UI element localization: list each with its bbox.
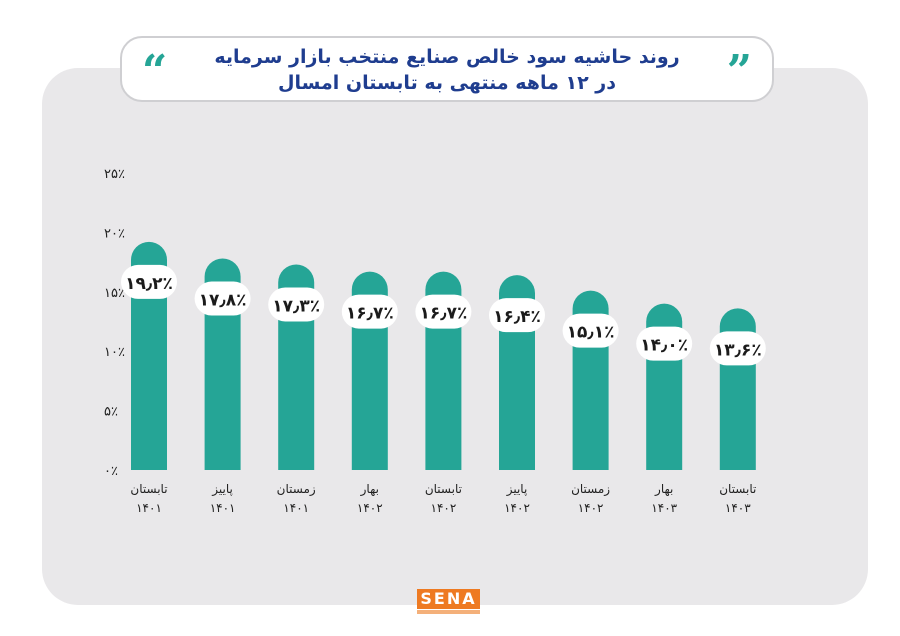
data-label: ۱۶٫۷٪: [419, 304, 467, 324]
x-tick-label-year: ۱۴۰۱: [210, 501, 236, 515]
x-tick-label-year: ۱۴۰۳: [725, 501, 751, 515]
value-label-pill: [709, 331, 766, 366]
data-label: ۱۶٫۷٪: [346, 304, 394, 324]
data-label: ۱۴٫۰٪: [640, 336, 688, 356]
x-tick-label-year: ۱۴۰۲: [504, 501, 530, 515]
title-box: “ روند حاشیه سود خالص صنایع منتخب بازار …: [120, 36, 774, 102]
x-tick-label-season: تابستان: [130, 482, 167, 496]
y-tick-label: ۱۵٪: [104, 286, 125, 301]
x-tick-label-season: پاییز: [211, 482, 233, 497]
bar: [131, 241, 167, 470]
x-tick-label-season: بهار: [360, 482, 379, 497]
x-tick-label-season: تابستان: [425, 482, 462, 496]
data-label: ۱۶٫۴٪: [493, 307, 541, 327]
y-tick-label: ۵٪: [104, 405, 118, 420]
quote-left-icon: “: [142, 46, 168, 97]
data-label: ۱۳٫۶٪: [714, 340, 762, 360]
data-label: ۱۷٫۳٪: [272, 296, 320, 316]
value-label-pill: [121, 264, 177, 299]
value-label-pill: [268, 287, 325, 322]
chart-title-line-1: روند حاشیه سود خالص صنایع منتخب بازار سر…: [214, 46, 680, 68]
sena-logo-underline: [417, 610, 480, 614]
y-tick-label: ۱۰٪: [104, 345, 125, 360]
value-label-pill: [562, 313, 619, 348]
value-label-pill: [415, 294, 472, 329]
x-tick-label-season: تابستان: [719, 482, 756, 496]
y-tick-label: ۲۰٪: [104, 226, 125, 241]
data-label: ۱۷٫۸٪: [199, 291, 247, 311]
sena-logo: SENA: [417, 589, 480, 609]
value-label-pill: [341, 294, 398, 329]
y-tick-label: ۲۵٪: [104, 167, 125, 182]
value-label-pill: [636, 326, 693, 361]
data-label: ۱۵٫۱٪: [567, 323, 615, 343]
y-tick-label: ۰٪: [104, 464, 118, 479]
x-tick-label-year: ۱۴۰۱: [283, 501, 309, 515]
x-tick-label-year: ۱۴۰۲: [578, 501, 604, 515]
chart-title-line-2: در ۱۲ ماهه منتهی به تابستان امسال: [278, 72, 616, 94]
value-label-pill: [194, 281, 251, 316]
x-tick-label-year: ۱۴۰۲: [357, 501, 383, 515]
x-tick-label-season: زمستان: [571, 482, 610, 497]
x-tick-label-season: بهار: [654, 482, 673, 497]
x-tick-label-season: پاییز: [506, 482, 528, 497]
x-tick-label-year: ۱۴۰۳: [651, 501, 677, 515]
value-label-pill: [489, 298, 545, 333]
quote-right-icon: ”: [726, 46, 752, 97]
x-tick-label-year: ۱۴۰۱: [136, 501, 162, 515]
x-tick-label-year: ۱۴۰۲: [431, 501, 457, 515]
x-tick-label-season: زمستان: [277, 482, 316, 497]
data-label: ۱۹٫۲٪: [125, 274, 173, 294]
